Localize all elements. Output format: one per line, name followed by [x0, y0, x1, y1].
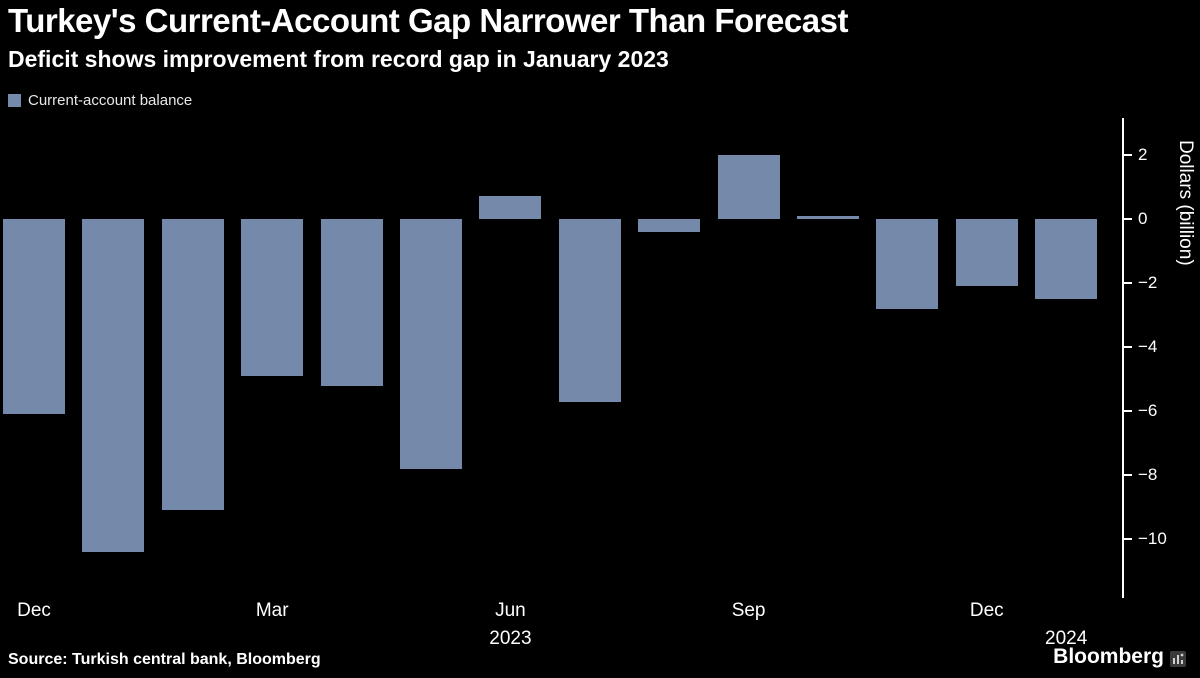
bar [717, 154, 780, 219]
bar [320, 218, 383, 386]
y-axis-line [1122, 118, 1124, 598]
bloomberg-logo: Bloomberg [1053, 645, 1186, 669]
y-tick-label: −6 [1138, 401, 1158, 421]
bloomberg-terminal-icon [1170, 649, 1186, 667]
x-tick-label: Sep [731, 600, 766, 621]
legend: Current-account balance [8, 92, 192, 109]
bar [558, 218, 621, 402]
x-tick-label: Dec [969, 600, 1004, 621]
y-tick-label: −8 [1138, 465, 1158, 485]
bar [3, 218, 65, 415]
y-tick-mark [1124, 346, 1132, 349]
chart-title: Turkey's Current-Account Gap Narrower Th… [8, 2, 848, 39]
bar [1035, 218, 1098, 300]
bar [955, 218, 1018, 287]
x-tick-label: Mar [255, 600, 289, 621]
y-tick-label: 2 [1138, 144, 1148, 164]
bloomberg-wordmark: Bloomberg [1053, 645, 1164, 668]
y-tick-label: −4 [1138, 337, 1158, 357]
year-label: 2024 [1045, 628, 1088, 649]
y-tick-label: −2 [1138, 273, 1158, 292]
bar [161, 218, 224, 511]
y-tick-mark [1124, 153, 1132, 156]
x-tick-label: Dec [17, 600, 51, 621]
bar [638, 218, 701, 232]
bar [797, 215, 859, 219]
year-label: 2023 [489, 628, 532, 649]
bar [82, 218, 145, 553]
y-tick-label: 0 [1138, 208, 1148, 228]
y-tick-mark [1124, 282, 1132, 284]
y-tick-mark [1124, 474, 1132, 477]
y-axis-title: Dollars (billion) [1175, 140, 1196, 266]
chart-subtitle: Deficit shows improvement from record ga… [8, 46, 669, 72]
plot-area [3, 118, 1122, 597]
bar [479, 196, 542, 219]
bar-chart: 2 0 −2 −4 −6 −8 −10 Dec Mar Jun Sep Dec 2023 2024 [0, 118, 1200, 678]
y-tick-mark [1124, 538, 1132, 541]
legend-swatch [8, 94, 21, 107]
y-tick-mark [1124, 410, 1132, 413]
bar [400, 218, 462, 469]
bar [241, 218, 304, 376]
legend-label: Current-account balance [28, 92, 193, 109]
y-tick-mark [1124, 217, 1132, 220]
x-tick-label: Jun [495, 600, 526, 621]
bar [876, 218, 939, 309]
y-tick-label: −10 [1138, 529, 1167, 549]
source-note: Source: Turkish central bank, Bloomberg [8, 651, 321, 668]
